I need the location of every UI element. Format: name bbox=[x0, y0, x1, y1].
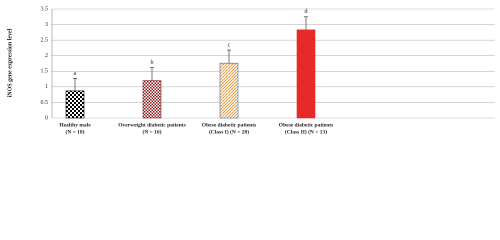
y-tick-label: 2.5 bbox=[41, 38, 49, 44]
significance-label: a bbox=[74, 71, 77, 77]
y-tick-label: 1.5 bbox=[41, 69, 49, 75]
error-bar bbox=[150, 67, 154, 81]
bar bbox=[296, 29, 316, 119]
chart: iNOS gene expression level 0 0.5 1 1.5 2 2.5 3… bbox=[7, 6, 495, 135]
y-axis-label: iNOS gene expression level bbox=[7, 28, 13, 97]
x-tick-label: (Class II) (N = 13) bbox=[285, 128, 327, 135]
y-tick-label: 3.5 bbox=[41, 6, 49, 12]
bar bbox=[142, 80, 162, 119]
x-tick-label: Overweight diabetic patients bbox=[118, 122, 186, 128]
significance-label: d bbox=[305, 9, 308, 15]
bar bbox=[219, 62, 239, 119]
x-tick-label: (N = 16) bbox=[142, 128, 161, 135]
significance-label: c bbox=[228, 42, 231, 48]
y-tick-label: 1 bbox=[45, 84, 48, 90]
y-tick-label: 2 bbox=[45, 53, 48, 59]
y-tick-label: 3 bbox=[45, 22, 48, 28]
error-bar bbox=[227, 49, 231, 64]
error-bar bbox=[304, 16, 308, 30]
bar bbox=[65, 90, 85, 119]
y-tick-label: 0 bbox=[45, 115, 48, 121]
x-tick-label: Obese diabetic patients bbox=[279, 122, 333, 128]
significance-label: b bbox=[151, 60, 154, 66]
x-tick-label: (N = 18) bbox=[65, 128, 84, 135]
error-bar bbox=[73, 78, 77, 91]
y-tick-label: 0.5 bbox=[41, 100, 49, 106]
x-tick-label: (Class I) (N = 20) bbox=[209, 128, 249, 135]
x-tick-label: Healthy male bbox=[59, 122, 91, 128]
x-tick-label: Obese diabetic patients bbox=[202, 122, 256, 128]
